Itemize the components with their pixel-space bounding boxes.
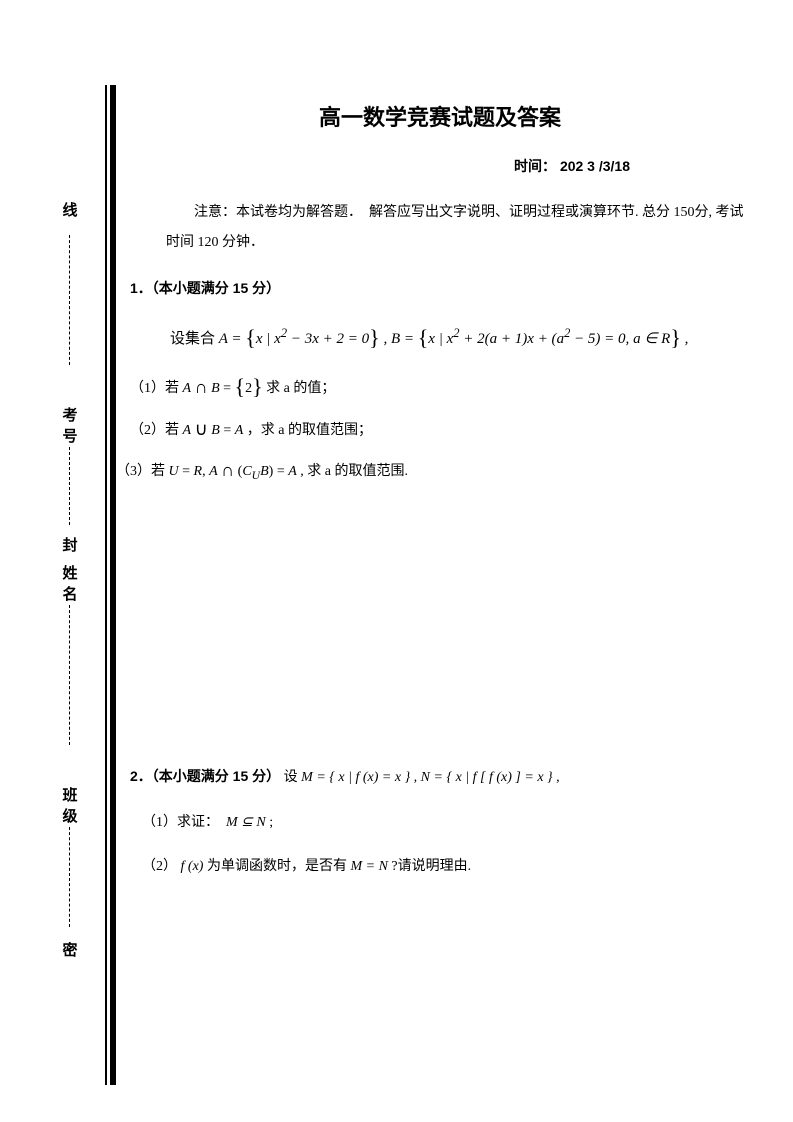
content-area: 高一数学竞赛试题及答案 时间： 202 3 /3/18 注意：本试卷均为解答题．… bbox=[130, 100, 750, 900]
margin-label-feng: 封 bbox=[60, 535, 80, 556]
q1-num: 1． bbox=[130, 280, 152, 296]
margin-strip: 线 考号 封 姓名 班级 密 bbox=[60, 85, 95, 1085]
page-title: 高一数学竞赛试题及答案 bbox=[130, 100, 750, 135]
margin-label-mi: 密 bbox=[60, 940, 80, 961]
q1-sub3: （3）若 U = R, A ∩ (CUB) = A , 求 a 的取值范围. bbox=[116, 455, 750, 485]
margin-dash-1 bbox=[69, 447, 72, 525]
date-line: 时间： 202 3 /3/18 bbox=[130, 155, 750, 177]
q2-head: 2．（本小题满分 15 分） 设 M = { x | f (x) = x } ,… bbox=[130, 765, 750, 789]
exam-page: 线 考号 封 姓名 班级 密 高一数学竞赛试题及答案 时间： 202 3 /3/… bbox=[0, 0, 793, 1122]
left-rule-thick bbox=[110, 85, 116, 1085]
q2-s2-label: （2） bbox=[142, 859, 177, 874]
q2-block: 2．（本小题满分 15 分） 设 M = { x | f (x) = x } ,… bbox=[130, 765, 750, 878]
q1-s2-tail: ，求 a 的取值范围； bbox=[243, 423, 372, 438]
q2-bold: （本小题满分 15 分） bbox=[152, 768, 280, 784]
exam-note: 注意：本试卷均为解答题． 解答应写出文字说明、证明过程或演算环节. 总分 150… bbox=[166, 198, 750, 260]
margin-dash-0 bbox=[69, 235, 72, 365]
margin-label-xian: 线 bbox=[60, 200, 80, 221]
q1-bold: （本小题满分 15 分） bbox=[152, 280, 280, 296]
q1-sub2: （2）若 A ∪ B = A ，求 a 的取值范围； bbox=[130, 414, 750, 443]
margin-label-kaohao: 考号 bbox=[60, 405, 80, 447]
q1-s3-label: （3）若 bbox=[116, 464, 169, 479]
q1-s1-label: （1）若 bbox=[130, 381, 183, 396]
q2-stem-prefix: 设 bbox=[284, 770, 302, 785]
q1-s3-tail: , 求 a 的取值范围. bbox=[297, 464, 408, 479]
q1-sub1: （1）若 A ∩ B = {2} 求 a 的值； bbox=[130, 367, 750, 402]
margin-label-xingming: 姓名 bbox=[60, 563, 80, 605]
left-rule-thin bbox=[105, 85, 107, 1085]
date-prefix: 时间： bbox=[514, 158, 556, 174]
q2-s1-text: 求证： bbox=[177, 815, 219, 830]
q2-s1-label: （1） bbox=[142, 815, 177, 830]
exam-note-text: 注意：本试卷均为解答题． 解答应写出文字说明、证明过程或演算环节. 总分 150… bbox=[166, 205, 744, 251]
q1-s2-label: （2）若 bbox=[130, 423, 183, 438]
margin-dash-4 bbox=[69, 827, 72, 927]
q2-num: 2． bbox=[130, 768, 152, 784]
q1-head: 1．（本小题满分 15 分） bbox=[130, 277, 750, 301]
date-value: 202 3 /3/18 bbox=[560, 158, 630, 174]
q2-sub2: （2） f (x) 为单调函数时，是否有 M = N ?请说明理由. bbox=[142, 856, 750, 878]
q1-stem: 设集合 A = {x | x2 − 3x + 2 = 0} , B = {x |… bbox=[170, 318, 750, 353]
margin-label-banji: 班级 bbox=[60, 785, 80, 827]
margin-dash-3 bbox=[69, 605, 72, 745]
q2-sub1: （1）求证： M ⊆ N ; bbox=[142, 812, 750, 834]
q2-s2-tail: 请说明理由. bbox=[398, 859, 472, 874]
q1-s1-tail: 求 a 的值； bbox=[263, 381, 336, 396]
q2-s2-mid: 为单调函数时，是否有 bbox=[203, 859, 350, 874]
q1-stem-prefix: 设集合 bbox=[170, 331, 219, 347]
